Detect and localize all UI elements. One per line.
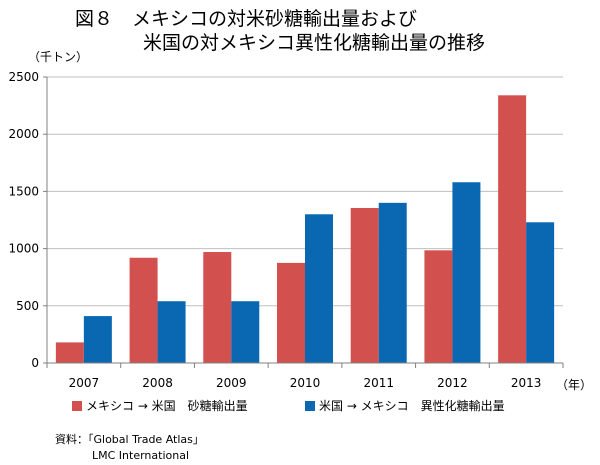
bar-mexico-to-us-2010 <box>277 262 305 363</box>
bar-mexico-to-us-2011 <box>350 207 379 363</box>
legend-label: 米国 → メキシコ 異性化糖輸出量 <box>319 399 505 413</box>
bar-us-to-mexico-2007 <box>83 316 112 363</box>
bar-mexico-to-us-2007 <box>55 342 84 363</box>
bar-us-to-mexico-2010 <box>305 214 333 363</box>
x-tick-label: 2009 <box>216 376 247 390</box>
chart-title-line-1: 図８ メキシコの対米砂糖輸出量および <box>75 8 418 30</box>
source-line-2: LMC International <box>92 449 190 462</box>
legend-swatch-red <box>72 401 82 411</box>
legend-item-mexico-to-us: メキシコ → 米国 砂糖輸出量 <box>72 397 248 414</box>
bar-us-to-mexico-2012 <box>452 182 481 363</box>
chart-title-line-2: 米国の対メキシコ異性化糖輸出量の推移 <box>143 32 486 54</box>
bar-mexico-to-us-2008 <box>129 257 158 363</box>
bar-us-to-mexico-2013 <box>526 222 555 363</box>
legend-item-us-to-mexico: 米国 → メキシコ 異性化糖輸出量 <box>305 397 505 414</box>
bar-mexico-to-us-2012 <box>424 250 453 363</box>
legend-swatch-blue <box>305 401 315 411</box>
bar-us-to-mexico-2009 <box>231 301 260 363</box>
y-tick-label: 2000 <box>8 127 39 141</box>
bar-us-to-mexico-2011 <box>378 202 407 363</box>
bar-us-to-mexico-2008 <box>157 301 186 363</box>
x-tick-label: 2010 <box>290 376 321 390</box>
legend-label: メキシコ → 米国 砂糖輸出量 <box>86 399 248 413</box>
y-tick-label: 2500 <box>8 70 39 84</box>
y-tick-label: 500 <box>16 299 39 313</box>
x-tick-label: 2013 <box>511 376 542 390</box>
y-tick-label: 0 <box>31 356 39 370</box>
source-line-1: 資料：「Global Trade Atlas」 <box>55 433 204 446</box>
y-tick-label: 1000 <box>8 242 39 256</box>
y-axis-unit-label: （千トン） <box>28 50 89 64</box>
x-tick-label: 2011 <box>363 376 394 390</box>
source-note: 資料：「Global Trade Atlas」 LMC Internationa… <box>55 432 204 464</box>
x-axis-unit-label: （年） <box>556 378 593 392</box>
bar-mexico-to-us-2009 <box>203 252 232 363</box>
x-tick-label: 2012 <box>437 376 468 390</box>
y-tick-label: 1500 <box>8 184 39 198</box>
x-tick-label: 2008 <box>142 376 173 390</box>
bar-mexico-to-us-2013 <box>498 95 527 363</box>
x-tick-label: 2007 <box>69 376 100 390</box>
